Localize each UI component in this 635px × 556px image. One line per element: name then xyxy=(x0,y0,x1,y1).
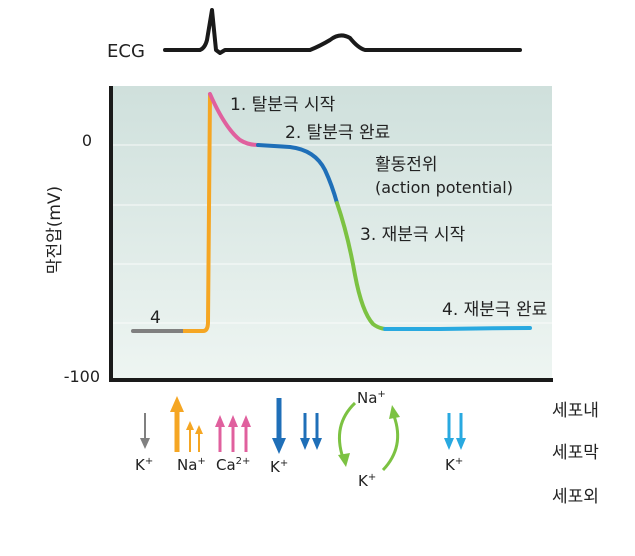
gridlines xyxy=(111,144,552,324)
y-axis-label: 막전압(mV) xyxy=(45,186,65,274)
region-membrane: 세포막 xyxy=(552,443,599,463)
phase-3-label: 3. 재분극 시작 xyxy=(360,225,466,245)
phase-2-label: 2. 탈분극 완료 xyxy=(285,123,390,143)
pump-k: K+ xyxy=(358,472,376,490)
k-efflux-blue-arrow xyxy=(272,398,286,454)
phase1-segment xyxy=(208,92,260,147)
ap-label-ko: 활동전위 xyxy=(375,155,438,175)
phase2-segment xyxy=(256,143,339,205)
ion-ca: Ca2+ xyxy=(216,456,250,474)
y-tick-0: 0 xyxy=(82,131,92,150)
k-efflux-light-arrow xyxy=(444,413,466,450)
ion-k-3: K+ xyxy=(445,456,463,474)
k-efflux-arrow xyxy=(140,413,150,449)
ecg-label: ECG xyxy=(107,41,145,62)
ecg-trace xyxy=(163,8,522,55)
resting-label: 4 xyxy=(150,308,161,328)
pump-na: Na+ xyxy=(357,389,386,407)
na-influx-arrows xyxy=(170,396,203,452)
k-efflux-double-arrow xyxy=(300,413,322,450)
region-outside: 세포외 xyxy=(552,487,599,507)
ion-na: Na+ xyxy=(177,456,206,474)
phase0-segment xyxy=(183,93,212,333)
phase3-segment xyxy=(335,201,387,331)
ion-k-2: K+ xyxy=(270,458,288,476)
y-tick-minus-100: -100 xyxy=(64,367,100,386)
ion-k-1: K+ xyxy=(135,456,153,474)
phase-4-label: 4. 재분극 완료 xyxy=(442,300,547,320)
region-inside: 세포내 xyxy=(552,401,599,421)
phase-1-label: 1. 탈분극 시작 xyxy=(230,95,336,115)
ca-influx-arrows xyxy=(215,415,251,452)
ap-label-en: (action potential) xyxy=(375,178,513,197)
na-k-pump-icon xyxy=(338,401,400,472)
phase4-segment xyxy=(383,326,532,331)
